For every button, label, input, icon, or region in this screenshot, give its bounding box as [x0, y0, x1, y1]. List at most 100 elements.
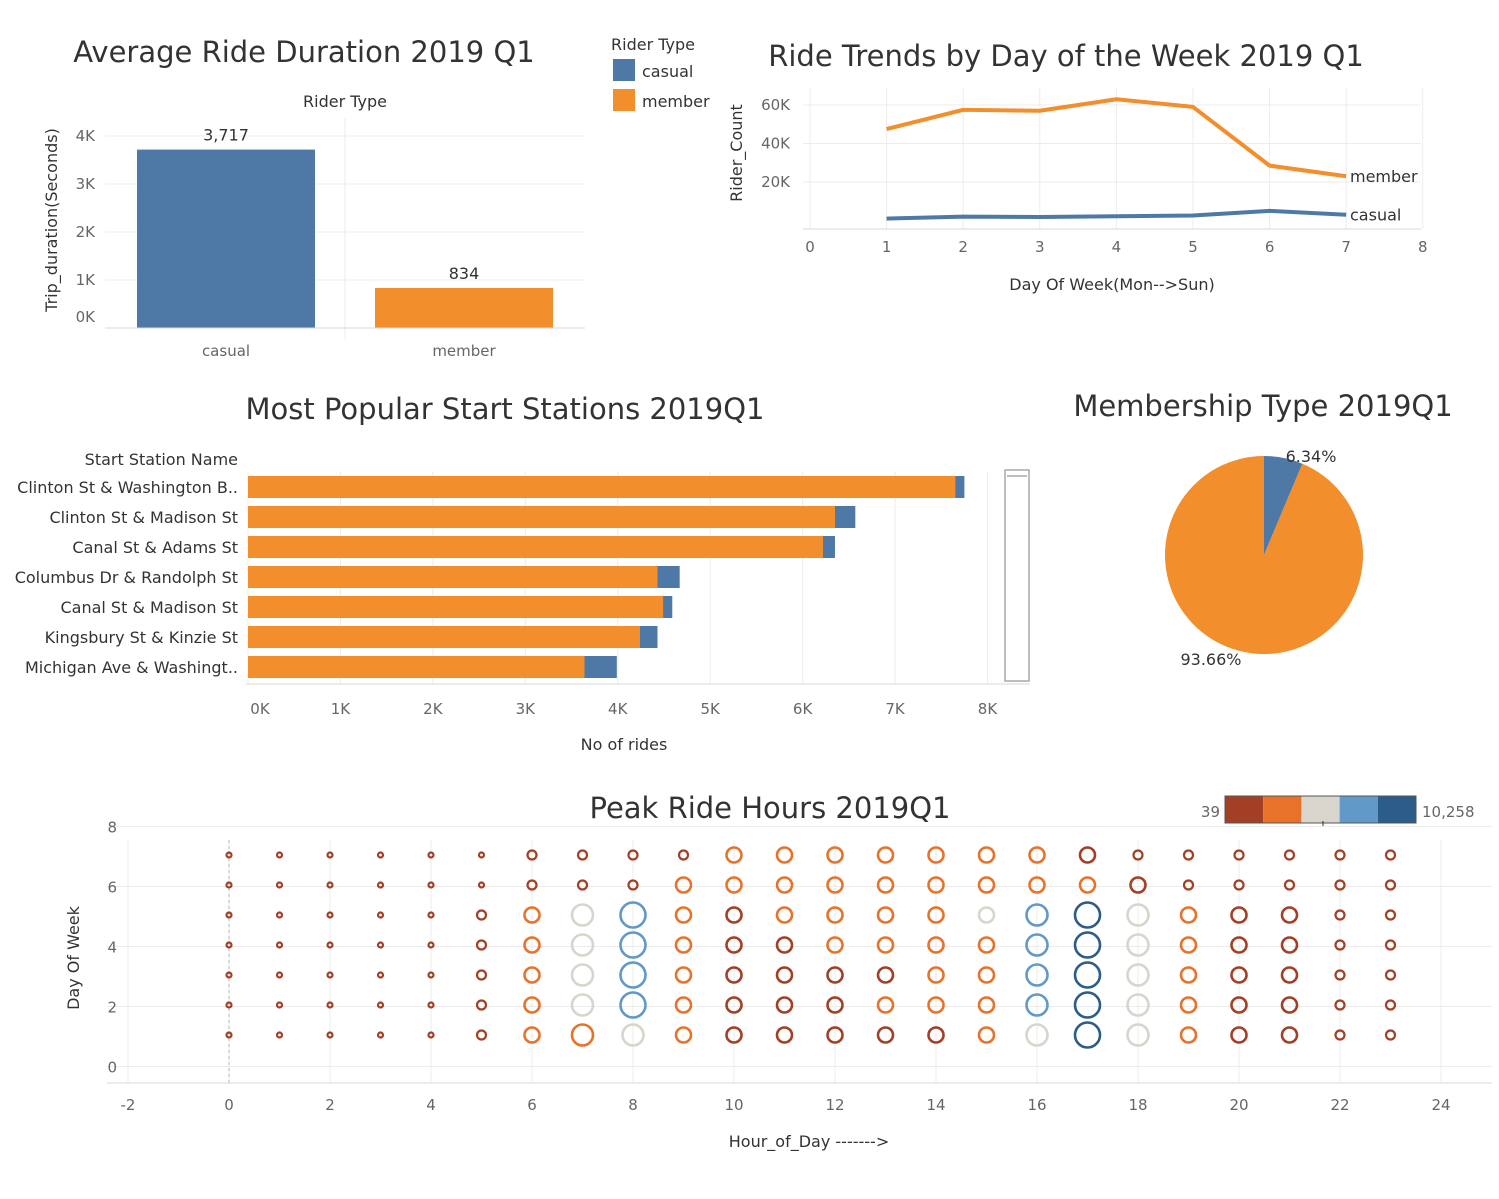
- peak-circle: [1334, 1029, 1346, 1041]
- peak-circle: [523, 1026, 541, 1044]
- peak-circle: [225, 881, 233, 889]
- peak-circle: [677, 849, 690, 861]
- peak-circle: [619, 931, 647, 959]
- color-legend-swatch: [1263, 796, 1302, 823]
- legend-swatch-casual: [613, 59, 635, 81]
- peak-xlabel: Hour_of_Day ------->: [729, 1132, 889, 1152]
- stations-bar-member: [248, 626, 640, 648]
- stations-x-tick: 6K: [793, 700, 814, 718]
- duration-value-label: 3,717: [203, 126, 249, 145]
- peak-circle: [927, 876, 945, 894]
- peak-circle: [619, 961, 647, 989]
- peak-circle: [1230, 906, 1248, 924]
- peak-circle: [1078, 876, 1097, 894]
- peak-circle: [1025, 903, 1049, 927]
- peak-x-tick: 4: [426, 1096, 436, 1114]
- legend-title: Rider Type: [611, 35, 695, 54]
- peak-circle: [326, 1031, 334, 1039]
- duration-y-tick: 1K: [76, 271, 97, 289]
- peak-circle: [1384, 939, 1397, 951]
- peak-circle: [427, 1001, 435, 1009]
- stations-bar-member: [248, 566, 658, 588]
- trends-x-tick: 4: [1112, 238, 1122, 256]
- stations-category-label: Clinton St & Madison St: [49, 508, 238, 527]
- peak-circle: [1179, 996, 1198, 1014]
- peak-circle: [927, 966, 945, 984]
- peak-circle: [725, 1026, 743, 1044]
- trends-title: Ride Trends by Day of the Week 2019 Q1: [768, 39, 1364, 73]
- peak-circle: [1280, 996, 1299, 1014]
- peak-circle: [1230, 936, 1248, 954]
- stations-scrollbar[interactable]: [1004, 469, 1030, 682]
- peak-circle: [1179, 966, 1198, 984]
- trends-line-casual: [886, 208, 1347, 221]
- color-legend-swatch: [1301, 796, 1340, 823]
- peak-circle: [826, 996, 844, 1014]
- peak-circle: [1384, 969, 1397, 981]
- peak-circle: [427, 971, 435, 979]
- peak-circle: [826, 936, 844, 954]
- membership-title: Membership Type 2019Q1: [1073, 389, 1452, 423]
- duration-value-label: 834: [449, 264, 480, 283]
- stations-x-tick: 3K: [516, 700, 537, 718]
- peak-chart: Peak Ride Hours 2019Q1 39 10,258 Day Of …: [64, 791, 1492, 1152]
- peak-circle: [475, 969, 488, 981]
- peak-circle: [977, 996, 996, 1014]
- stations-x-tick: 5K: [700, 700, 721, 718]
- pie-slice-member: [1165, 456, 1363, 655]
- color-scale-legend: 39 10,258: [1201, 795, 1475, 827]
- peak-circle: [1334, 939, 1346, 951]
- peak-circle: [225, 1001, 233, 1009]
- membership-chart: Membership Type 2019Q1 6.34% 93.66%: [1073, 389, 1452, 669]
- peak-circle: [275, 971, 284, 979]
- peak-circle: [977, 936, 996, 954]
- peak-circle: [225, 911, 233, 919]
- stations-bar-member: [248, 506, 835, 528]
- peak-circle: [826, 966, 844, 984]
- peak-circle: [376, 1001, 385, 1009]
- peak-circle: [775, 876, 794, 894]
- peak-circle: [225, 941, 233, 949]
- scrollbar-track[interactable]: [1004, 469, 1030, 682]
- peak-x-tick: 24: [1431, 1096, 1450, 1114]
- trends-ticks: 0 1 2 3 4 5 6 7 8 20K 40K 60K: [761, 96, 1428, 256]
- color-legend-swatch: [1377, 796, 1416, 823]
- peak-x-tick: 14: [926, 1096, 945, 1114]
- peak-circle: [619, 901, 647, 929]
- peak-circle: [523, 906, 541, 924]
- peak-circle: [977, 846, 996, 864]
- stations-category-label: Canal St & Madison St: [60, 598, 238, 617]
- peak-circle: [1073, 991, 1102, 1019]
- peak-circle: [326, 971, 334, 979]
- peak-circle: [826, 1026, 844, 1044]
- peak-circle: [427, 911, 435, 919]
- peak-circle: [326, 881, 334, 889]
- peak-circle: [876, 906, 895, 924]
- trends-xlabel: Day Of Week(Mon-->Sun): [1009, 275, 1214, 294]
- color-legend-max: 10,258: [1422, 803, 1475, 821]
- peak-circle: [427, 941, 435, 949]
- peak-circle: [1384, 1029, 1397, 1041]
- color-legend-border: [1224, 795, 1417, 824]
- stations-bar-casual: [663, 596, 673, 618]
- peak-x-tick: 6: [527, 1096, 537, 1114]
- peak-circle: [1179, 936, 1198, 954]
- peak-circle: [475, 909, 488, 921]
- legend-swatch-member: [613, 89, 635, 111]
- peak-circle: [1283, 849, 1296, 861]
- rider-type-legend: Rider Type casual member: [611, 35, 710, 111]
- peak-circle: [1129, 876, 1147, 894]
- duration-title: Average Ride Duration 2019 Q1: [73, 35, 534, 69]
- peak-circle: [725, 996, 743, 1014]
- peak-circle: [1384, 879, 1397, 891]
- peak-circle: [326, 911, 334, 919]
- peak-circle: [1334, 879, 1346, 891]
- duration-x-tick: casual: [202, 342, 250, 360]
- peak-circle: [1126, 993, 1150, 1017]
- stations-bar-casual: [584, 656, 617, 678]
- peak-circle: [1280, 906, 1299, 924]
- peak-circle: [1230, 1026, 1248, 1044]
- trends-lines: member casual: [886, 97, 1418, 225]
- stations-chart: Most Popular Start Stations 2019Q1 Start…: [15, 392, 1030, 754]
